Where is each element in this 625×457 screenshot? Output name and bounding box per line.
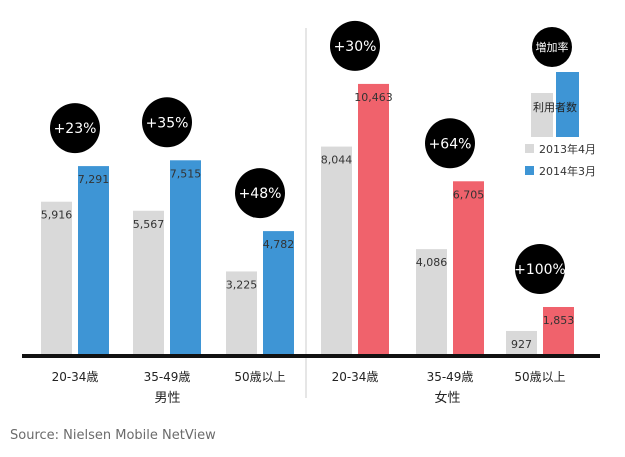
bar-2013: [41, 201, 72, 355]
bar-2013: [226, 271, 257, 355]
legend-swatch-2014: [525, 166, 534, 175]
bar-2014: [78, 166, 109, 355]
legend-item-2013: 2013年4月: [539, 142, 596, 156]
growth-bubble: [142, 97, 192, 148]
data-label-2014: 10,463: [354, 91, 393, 104]
bar-2013: [321, 146, 352, 355]
data-label-2013: 927: [511, 338, 532, 351]
data-label-2013: 3,225: [226, 278, 258, 291]
category-label: 35-49歳: [144, 370, 191, 384]
group-label: 男性: [154, 391, 180, 406]
growth-bubble: [425, 118, 475, 169]
growth-label: +100%: [514, 262, 566, 278]
bar-2014: [263, 231, 294, 355]
legend-bar-2013: [531, 93, 553, 137]
bar-2014: [170, 160, 201, 355]
data-label-2014: 4,782: [263, 238, 295, 251]
source-note: Source: Nielsen Mobile NetView: [10, 428, 216, 443]
legend-swatch-2013: [525, 144, 534, 153]
bar-2014: [358, 83, 389, 356]
growth-bubble: [330, 20, 380, 71]
bar-2014: [543, 306, 574, 355]
legend-growth-label: 増加率: [536, 40, 569, 54]
category-label: 20-34歳: [332, 370, 379, 384]
bar-2013: [416, 249, 447, 355]
data-label-2013: 5,916: [41, 209, 73, 222]
growth-label: +48%: [239, 186, 282, 202]
data-label-2014: 6,705: [453, 188, 485, 201]
data-label-2014: 7,291: [78, 173, 110, 186]
category-label: 50歳以上: [234, 370, 285, 384]
legend-bar-label: 利用者数: [533, 101, 577, 114]
growth-label: +64%: [429, 136, 472, 152]
legend-growth-bubble: [532, 27, 572, 67]
growth-bubble: [515, 243, 565, 294]
group-label: 女性: [434, 390, 460, 406]
category-label: 20-34歳: [52, 370, 99, 384]
bar-2014: [453, 181, 484, 355]
data-label-2013: 4,086: [416, 256, 448, 269]
category-label: 50歳以上: [514, 370, 565, 384]
data-label-2014: 7,515: [170, 167, 202, 180]
growth-bubble: [50, 103, 100, 154]
bar-2013: [133, 210, 164, 355]
growth-label: +30%: [334, 39, 377, 55]
growth-bubble: [235, 168, 285, 219]
legend-bar-2014: [556, 72, 579, 137]
bar-2013: [506, 330, 537, 355]
category-label: 35-49歳: [427, 370, 474, 384]
data-label-2014: 1,853: [543, 314, 575, 327]
growth-label: +23%: [54, 121, 97, 137]
legend-item-2014: 2014年3月: [539, 164, 596, 178]
growth-label: +35%: [146, 115, 189, 131]
data-label-2013: 5,567: [133, 218, 165, 231]
data-label-2013: 8,044: [321, 154, 353, 167]
